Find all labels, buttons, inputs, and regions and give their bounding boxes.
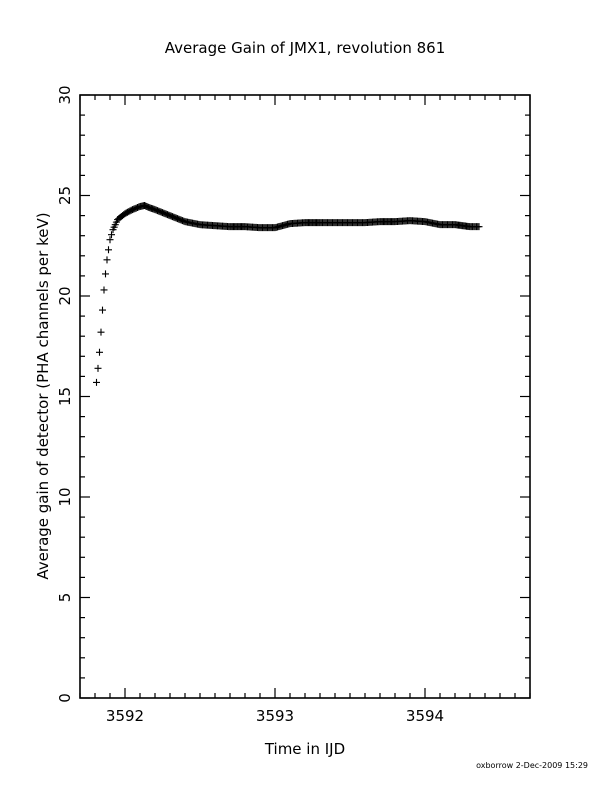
- data-point: [108, 231, 115, 239]
- data-series: [93, 202, 483, 386]
- footer-credit: oxborrow 2-Dec-2009 15:29: [476, 761, 588, 770]
- data-point: [105, 246, 112, 254]
- data-point: [93, 378, 100, 386]
- data-point: [94, 364, 102, 372]
- data-point: [102, 270, 109, 278]
- x-tick-label: 3593: [256, 707, 294, 725]
- x-tick-label: 3594: [406, 707, 444, 725]
- data-point: [475, 223, 483, 231]
- y-tick-label: 30: [56, 85, 74, 104]
- chart-title: Average Gain of JMX1, revolution 861: [165, 39, 446, 57]
- y-tick-label: 0: [56, 693, 74, 703]
- plot-frame: [79, 94, 531, 699]
- y-tick-label: 20: [56, 286, 74, 305]
- y-tick-label: 10: [56, 487, 74, 506]
- x-tick-label: 3592: [106, 707, 144, 725]
- y-tick-label: 25: [56, 186, 74, 205]
- data-point: [103, 256, 111, 264]
- data-point: [96, 348, 103, 356]
- y-tick-label: 5: [56, 593, 74, 603]
- x-axis: 3592 3593 3594: [79, 95, 531, 725]
- data-point: [106, 236, 114, 244]
- data-point: [100, 286, 108, 294]
- data-point: [99, 306, 106, 314]
- y-tick-label: 15: [56, 387, 74, 406]
- y-axis-label: Average gain of detector (PHA channels p…: [34, 212, 52, 579]
- data-point: [97, 328, 105, 336]
- x-axis-label: Time in IJD: [264, 740, 345, 758]
- y-axis: 0 5 10 15 20 25 30: [56, 85, 530, 703]
